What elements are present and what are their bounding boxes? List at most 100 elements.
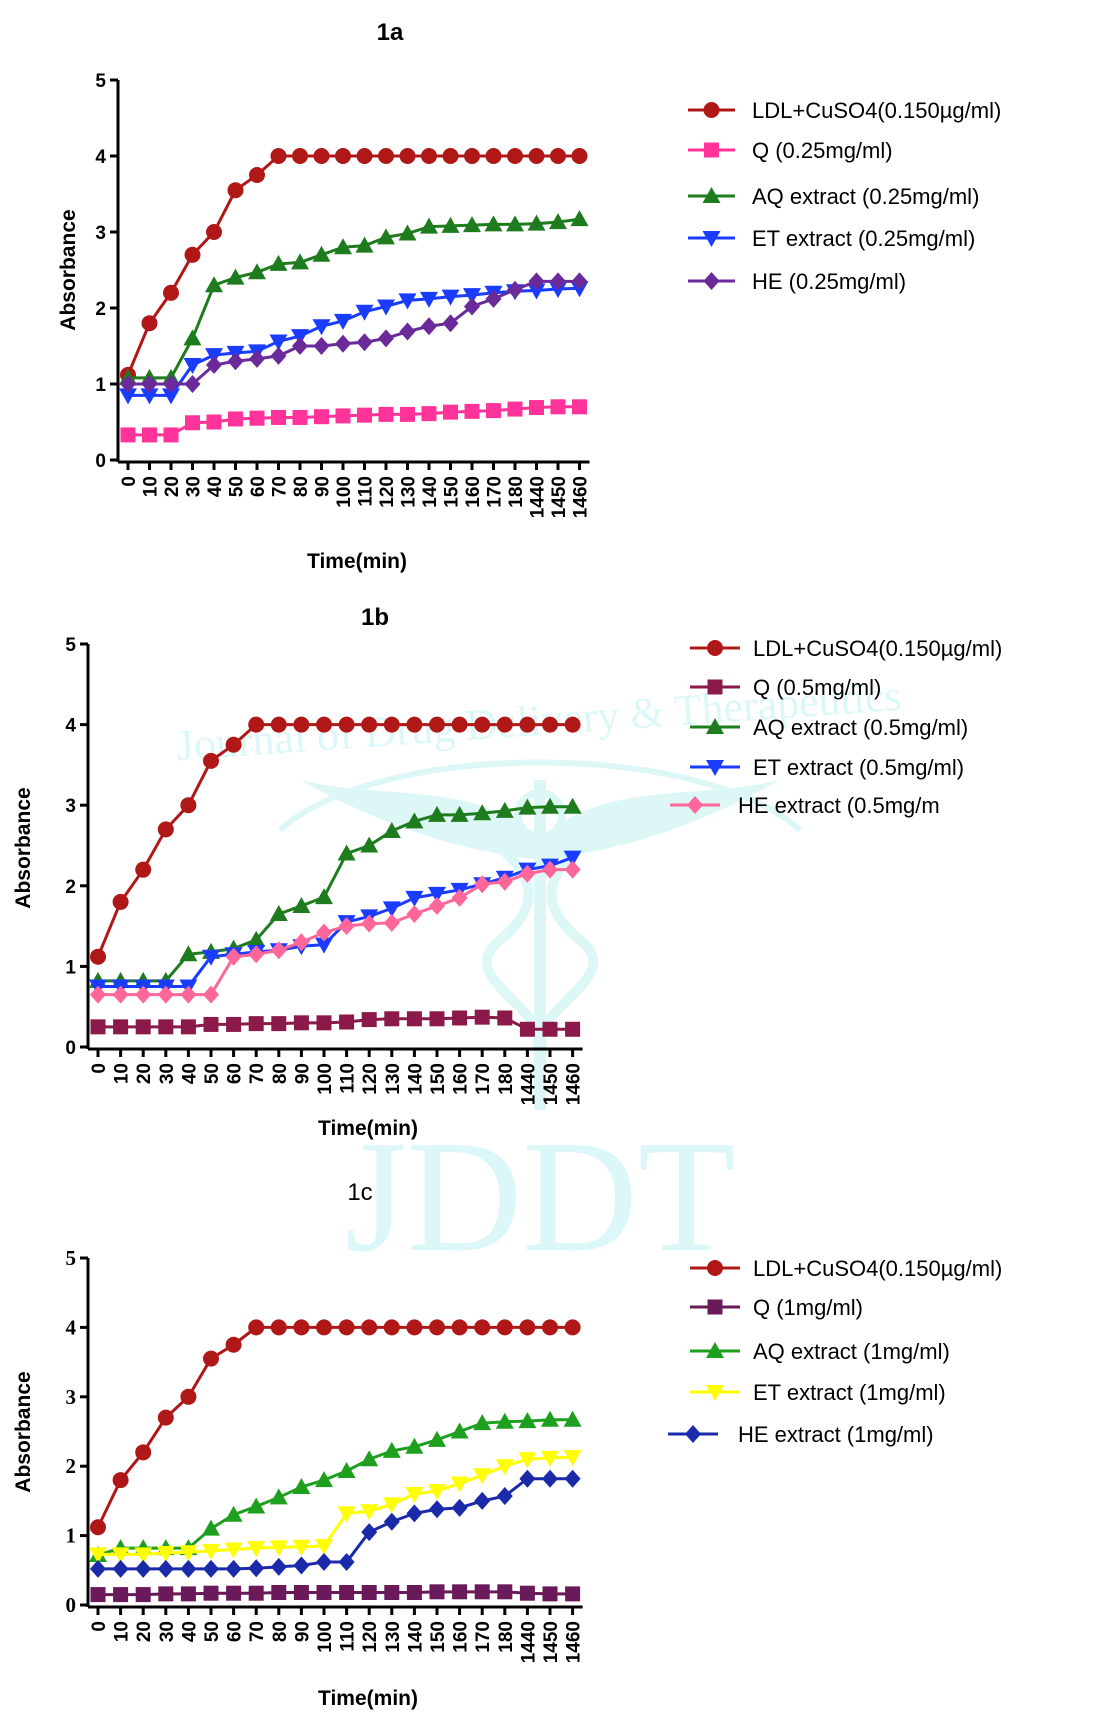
data-point [570,210,589,227]
data-point [485,289,502,308]
data-point [141,315,158,332]
data-point [398,293,417,310]
data-point [405,1486,424,1503]
series-line [96,1325,573,1528]
data-point [248,945,265,964]
series-line [98,805,573,983]
data-point [399,148,416,164]
data-point [206,224,222,240]
series-line [98,1590,573,1597]
data-point [316,1319,332,1336]
data-point [550,399,566,415]
data-point [542,860,558,879]
data-point [496,872,513,891]
x-tick-label: 70 [247,1621,268,1642]
legend-label: HE (0.25mg/ml) [752,269,906,294]
data-point [293,716,310,733]
data-point [450,805,469,822]
data-point [291,253,309,270]
x-tick-label: 0 [89,1621,110,1632]
data-point [406,1011,422,1027]
data-point [361,1319,378,1336]
data-point [293,933,310,952]
data-point [337,844,356,861]
data-point [292,337,308,355]
data-point [140,388,159,405]
legend-marker [687,796,703,814]
x-tick-label: 110 [338,1063,359,1094]
data-point [271,1016,287,1032]
data-point [206,414,222,430]
data-point [89,1547,107,1564]
data-point [335,408,351,424]
legend-entry-3: ET extract (0.5mg/ml) [690,755,964,780]
legend-marker [704,142,719,158]
series-0 [90,1319,581,1536]
x-tick-label: 1450 [541,1063,562,1105]
y-tick-label: 3 [95,223,106,244]
data-point [90,1559,106,1578]
x-tick-label: 10 [141,476,162,497]
data-point [451,1319,468,1336]
data-point [519,1585,535,1601]
data-point [421,317,437,336]
data-point [563,797,582,814]
legend-marker [707,1260,723,1276]
x-tick-label: 90 [292,1621,313,1642]
data-point [473,1414,492,1431]
data-point [292,148,308,164]
series-0 [90,716,581,965]
data-point [507,280,523,299]
data-point [293,1585,309,1601]
data-point [225,1336,242,1353]
x-tick-label: 100 [315,1621,336,1653]
data-point [226,1585,242,1601]
legend-marker [702,187,721,203]
data-point [495,801,514,818]
series-line [98,1015,573,1031]
data-point [203,1350,219,1367]
data-point [315,1471,333,1488]
y-tick-label: 1 [65,957,76,978]
legend-entry-3: ET extract (1mg/ml) [690,1380,946,1405]
x-tick-label: 50 [227,476,248,497]
data-point [542,716,558,733]
x-tick-label: 30 [157,1621,178,1642]
data-point [356,148,373,164]
y-tick-label: 2 [66,1454,77,1478]
data-point [315,888,333,905]
data-point [485,148,502,164]
data-point [206,356,222,374]
data-point [429,1319,445,1336]
x-tick-label: 90 [292,1063,313,1084]
data-point [464,148,480,164]
data-point [542,1469,558,1488]
x-tick-label: 140 [420,476,441,508]
y-axis-label: Absorbance [12,1371,35,1492]
data-point [158,1019,174,1035]
data-point [292,1539,311,1556]
data-point [334,313,352,330]
series-4 [90,860,581,1004]
x-tick-label: 140 [405,1621,426,1653]
data-point [450,1422,469,1439]
data-point [429,1011,445,1027]
data-point [400,406,415,422]
data-point [180,985,197,1004]
data-point [527,283,546,300]
data-point [270,716,287,733]
data-point [292,896,311,913]
data-point [203,985,219,1004]
x-tick-label: 40 [205,476,226,497]
series-line [98,856,574,989]
legend-label: AQ extract (1mg/ml) [753,1339,950,1364]
x-tick-label: 1460 [564,1621,585,1663]
legend-label: Q (0.25mg/ml) [752,138,893,163]
x-tick-label: 90 [313,476,334,497]
y-tick-label: 2 [95,299,106,320]
legend-marker [707,1299,723,1315]
data-point [464,403,480,419]
data-point [464,297,480,316]
data-point [269,1540,288,1557]
data-point [571,148,588,164]
